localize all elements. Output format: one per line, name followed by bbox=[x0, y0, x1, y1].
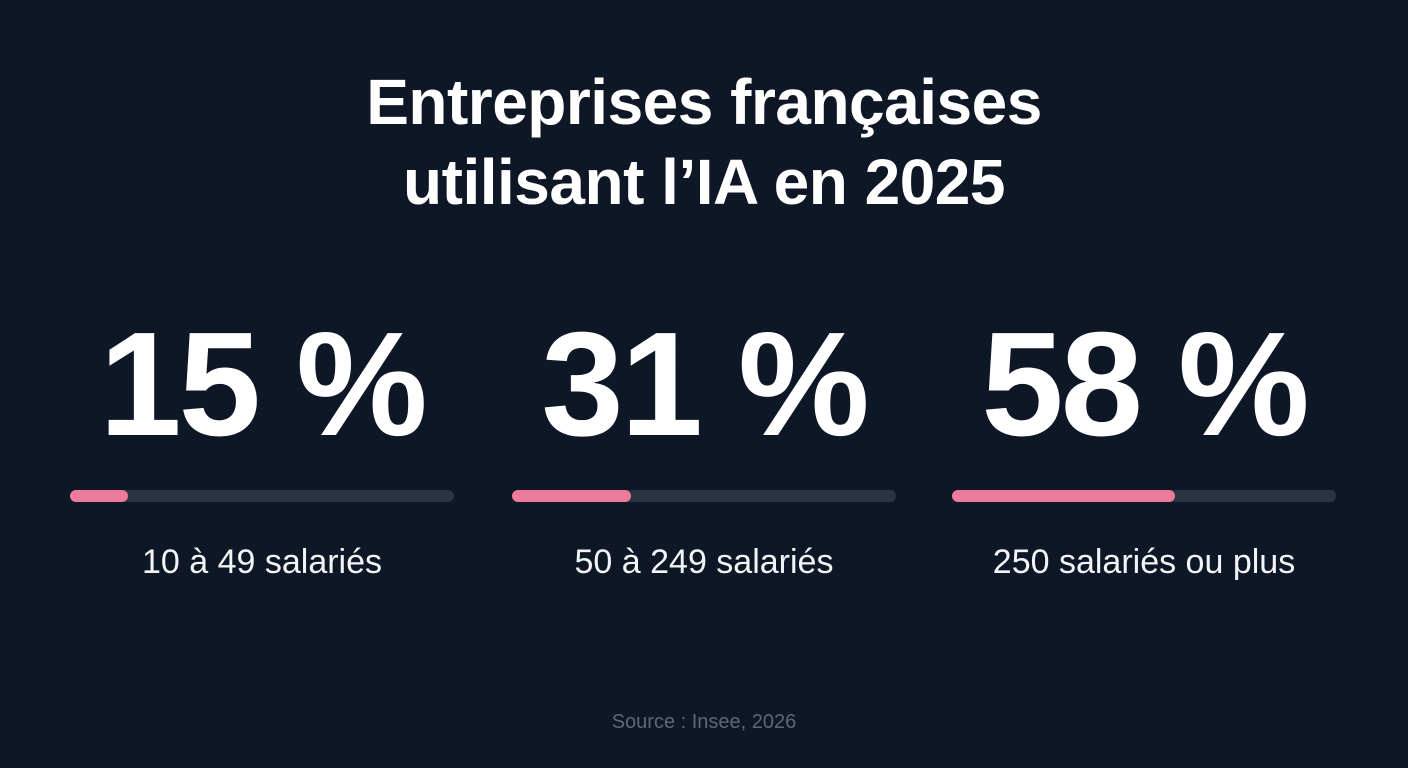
stat-category-label: 250 salariés ou plus bbox=[992, 543, 1296, 581]
stat-value: 15 % bbox=[99, 302, 427, 467]
progress-track bbox=[512, 490, 896, 502]
stat-value: 58 % bbox=[981, 302, 1309, 467]
stat-card-medium-firms: 31 % 50 à 249 salariés bbox=[512, 300, 896, 600]
progress-track bbox=[952, 490, 1336, 502]
chart-title-line-2: utilisant l’IA en 2025 bbox=[403, 146, 1005, 218]
source-note: Source : Insee, 2026 bbox=[611, 711, 797, 733]
stat-card-small-firms: 15 % 10 à 49 salariés bbox=[70, 300, 454, 600]
progress-fill bbox=[512, 490, 632, 502]
progress-fill bbox=[952, 490, 1175, 502]
stat-category-label: 50 à 249 salariés bbox=[574, 543, 834, 581]
chart-title: Entreprises françaises utilisant l’IA en… bbox=[0, 62, 1408, 222]
stat-value: 31 % bbox=[541, 302, 869, 467]
progress-track bbox=[70, 490, 454, 502]
stat-category-label: 10 à 49 salariés bbox=[141, 543, 383, 581]
stat-card-large-firms: 58 % 250 salariés ou plus bbox=[952, 300, 1336, 600]
progress-fill bbox=[70, 490, 128, 502]
chart-title-line-1: Entreprises françaises bbox=[366, 66, 1042, 138]
